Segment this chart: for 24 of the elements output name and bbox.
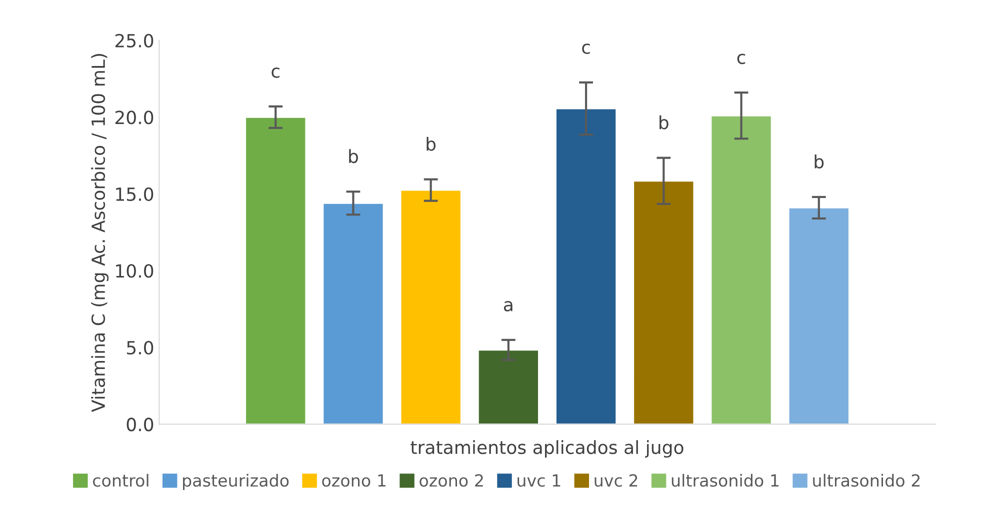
data-label: c [737,54,746,64]
data-label: b [814,154,824,168]
data-label: c [272,68,280,78]
legend-label: ozono 2 [420,474,483,487]
legend-label: ozono 1 [322,474,386,487]
data-label: a [504,301,512,312]
legend-label: uvc 2 [594,474,638,487]
data-label: b [349,149,358,164]
legend-label: ultrasonido 2 [813,474,920,487]
x-axis-title: tratamientos aplicados al jugo [410,440,684,458]
y-tick-label: 10.0 [116,264,154,278]
legend-label: ultrasonido 1 [672,474,778,487]
y-tick-label: 20.0 [115,110,154,124]
y-tick-label: 5.0 [127,340,154,355]
legend-label: uvc 1 [518,474,560,487]
data-label: c [582,44,590,54]
y-tick-label: 15.0 [116,187,154,202]
legend-label: control [93,474,148,487]
data-label: b [426,136,436,151]
data-label: b [660,115,668,130]
y-axis-title: Vitamina C (mg Ac. Ascorbico / 100 mL) [91,54,109,412]
y-tick-label: 25.0 [115,34,154,48]
legend-label: pasteurizado [183,474,289,490]
y-tick-label: 0.0 [126,418,154,432]
